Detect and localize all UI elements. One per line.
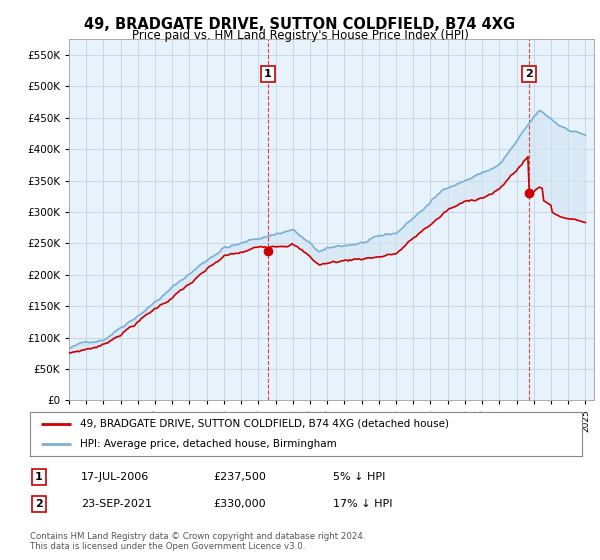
- Text: 17% ↓ HPI: 17% ↓ HPI: [333, 499, 392, 509]
- Text: 5% ↓ HPI: 5% ↓ HPI: [333, 472, 385, 482]
- Text: 2: 2: [35, 499, 43, 509]
- Text: £330,000: £330,000: [213, 499, 266, 509]
- Text: 49, BRADGATE DRIVE, SUTTON COLDFIELD, B74 4XG (detached house): 49, BRADGATE DRIVE, SUTTON COLDFIELD, B7…: [80, 419, 449, 429]
- Text: 23-SEP-2021: 23-SEP-2021: [81, 499, 152, 509]
- Text: 17-JUL-2006: 17-JUL-2006: [81, 472, 149, 482]
- Text: 1: 1: [264, 69, 272, 79]
- Text: 49, BRADGATE DRIVE, SUTTON COLDFIELD, B74 4XG: 49, BRADGATE DRIVE, SUTTON COLDFIELD, B7…: [85, 17, 515, 32]
- Text: Contains HM Land Registry data © Crown copyright and database right 2024.
This d: Contains HM Land Registry data © Crown c…: [30, 532, 365, 552]
- Text: £237,500: £237,500: [213, 472, 266, 482]
- Text: 1: 1: [35, 472, 43, 482]
- Text: Price paid vs. HM Land Registry's House Price Index (HPI): Price paid vs. HM Land Registry's House …: [131, 29, 469, 42]
- Text: HPI: Average price, detached house, Birmingham: HPI: Average price, detached house, Birm…: [80, 439, 337, 449]
- Text: 2: 2: [525, 69, 533, 79]
